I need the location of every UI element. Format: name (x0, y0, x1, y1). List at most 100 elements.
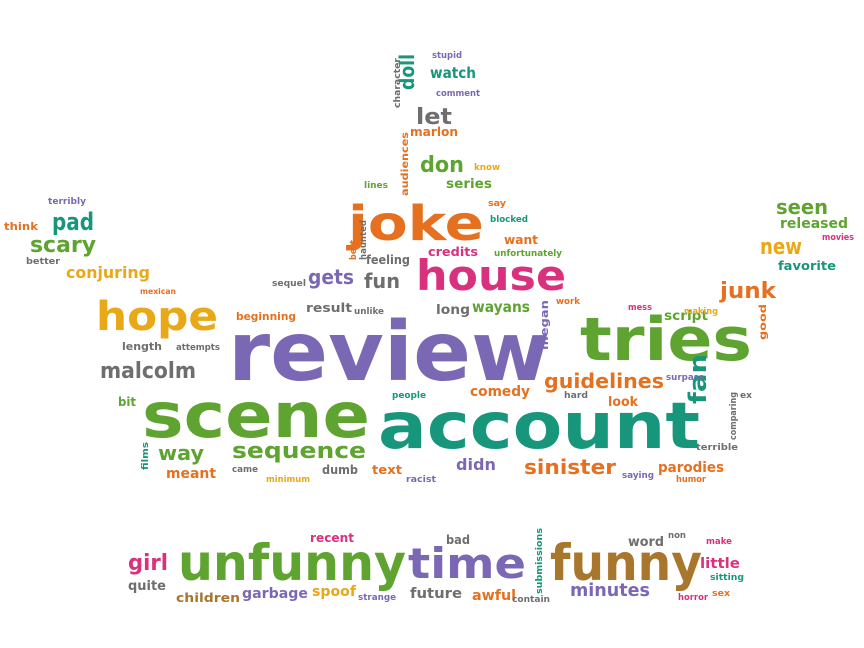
word-terribly: terribly (48, 197, 86, 207)
word-girl: girl (128, 551, 168, 576)
word-garbage: garbage (242, 586, 308, 602)
word-terrible: terrible (696, 443, 738, 453)
word-ex: ex (740, 391, 752, 401)
word-mess: mess (628, 303, 652, 313)
word-let: let (416, 105, 453, 130)
word-think: think (4, 220, 39, 233)
word-sequence: sequence (232, 439, 366, 464)
word-lines: lines (364, 181, 388, 191)
word-sitting: sitting (710, 573, 744, 583)
word-sex: sex (712, 589, 730, 599)
word-making: making (684, 307, 718, 317)
word-house: house (416, 251, 566, 300)
word-came: came (232, 465, 258, 475)
word-work: work (556, 297, 581, 307)
word-script: script (664, 309, 708, 324)
word-watch: watch (430, 64, 476, 82)
word-look: look (608, 395, 638, 410)
word-megan: megan (538, 300, 551, 350)
word-dumb: dumb (322, 463, 358, 477)
word-hope: hope (96, 294, 218, 340)
word-racist: racist (406, 475, 437, 485)
word-children: children (176, 591, 240, 605)
word-conjuring: conjuring (66, 263, 150, 282)
word-movies: movies (822, 233, 854, 243)
word-unlike: unlike (354, 307, 384, 317)
word-marlon: marlon (410, 125, 458, 139)
word-non: non (668, 531, 686, 541)
word-say: say (488, 199, 506, 209)
word-favorite: favorite (778, 259, 836, 273)
word-strange: strange (358, 593, 396, 603)
word-best: best (349, 239, 359, 260)
word-contain: contain (512, 595, 550, 605)
word-saying: saying (622, 471, 654, 481)
word-scary: scary (30, 233, 96, 258)
word-character: character (393, 57, 403, 108)
word-stupid: stupid (432, 51, 462, 61)
word-don: don (420, 153, 464, 178)
word-bit: bit (118, 395, 136, 409)
word-feeling: feeling (366, 253, 410, 267)
word-seen: seen (776, 195, 828, 219)
word-fan: fan (684, 354, 712, 404)
word-awful: awful (472, 588, 516, 604)
word-junk: junk (719, 279, 777, 304)
word-scene: scene (142, 379, 370, 452)
word-blocked: blocked (490, 215, 528, 225)
word-beginning: beginning (236, 310, 296, 323)
word-unfunny: unfunny (178, 534, 406, 592)
word-review: review (228, 305, 550, 400)
word-haunted: haunted (359, 220, 369, 260)
word-word: word (628, 535, 664, 550)
word-audiences: audiences (400, 132, 411, 196)
word-comment: comment (436, 89, 481, 99)
word-wayans: wayans (472, 298, 530, 316)
word-meant: meant (166, 466, 216, 482)
word-attempts: attempts (176, 343, 220, 353)
word-make: make (706, 537, 732, 547)
word-long: long (436, 303, 470, 318)
word-mexican: mexican (140, 287, 176, 296)
word-credits: credits (428, 245, 478, 259)
word-tries: tries (580, 305, 752, 375)
word-minutes: minutes (570, 580, 650, 601)
word-fun: fun (364, 269, 400, 293)
word-gets: gets (308, 265, 354, 289)
word-released: released (780, 216, 848, 232)
word-comparing: comparing (729, 392, 739, 440)
word-submissions: submissions (535, 528, 545, 594)
word-sequel: sequel (272, 279, 306, 289)
word-guidelines: guidelines (544, 369, 664, 393)
word-want: want (504, 233, 538, 247)
word-joke: joke (346, 196, 484, 252)
word-people: people (392, 391, 426, 401)
word-text: text (372, 463, 402, 477)
word-length: length (122, 340, 162, 353)
word-hard: hard (564, 391, 588, 401)
word-parodies: parodies (658, 460, 724, 476)
word-way: way (158, 441, 204, 465)
word-new: new (760, 235, 802, 260)
word-series: series (446, 177, 492, 192)
word-bad: bad (446, 533, 470, 547)
word-spoof: spoof (312, 584, 357, 600)
word-good: good (758, 304, 769, 340)
word-recent: recent (310, 531, 354, 545)
word-result: result (306, 301, 352, 315)
word-time: time (408, 539, 526, 588)
word-unfortunately: unfortunately (494, 249, 562, 259)
word-humor: humor (676, 475, 707, 485)
word-films: films (141, 442, 151, 470)
word-minimum: minimum (266, 475, 310, 485)
word-future: future (410, 586, 462, 602)
word-account: account (378, 390, 700, 464)
word-doll: doll (395, 54, 419, 90)
word-sinister: sinister (524, 455, 616, 479)
word-know: know (474, 163, 500, 173)
word-comedy: comedy (470, 384, 530, 400)
word-little: little (700, 556, 740, 572)
word-better: better (26, 257, 61, 267)
